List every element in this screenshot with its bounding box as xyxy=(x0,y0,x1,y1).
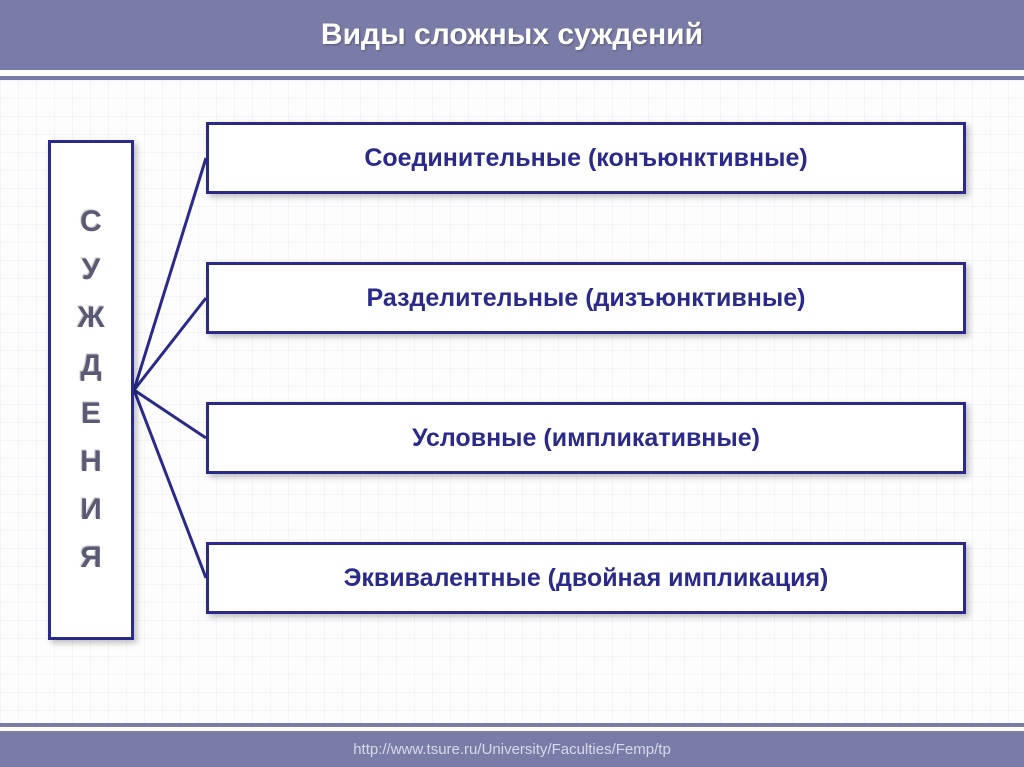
leaf-node-implicative: Условные (импликативные) xyxy=(206,402,966,474)
root-letter: Ж xyxy=(77,303,104,333)
root-letter: С xyxy=(80,207,102,237)
footer-divider xyxy=(0,723,1024,727)
connector-line xyxy=(134,298,206,390)
root-letter: У xyxy=(82,255,101,285)
leaf-label: Эквивалентные (двойная импликация) xyxy=(344,564,829,593)
leaf-label: Разделительные (дизъюнктивные) xyxy=(367,284,806,313)
header-bar: Виды сложных суждений xyxy=(0,0,1024,70)
leaf-node-equivalent: Эквивалентные (двойная импликация) xyxy=(206,542,966,614)
root-node: С У Ж Д Е Н И Я xyxy=(48,140,134,640)
leaf-node-conjunctive: Соединительные (конъюнктивные) xyxy=(206,122,966,194)
root-letter: И xyxy=(80,495,102,525)
footer-bar: http://www.tsure.ru/University/Faculties… xyxy=(0,731,1024,767)
page-title: Виды сложных суждений xyxy=(321,18,703,52)
root-letter: Е xyxy=(81,399,101,429)
connector-line xyxy=(134,158,206,390)
connector-line xyxy=(134,390,206,438)
diagram-area: С У Ж Д Е Н И Я Соединительные (конъюнкт… xyxy=(0,80,1024,727)
leaf-label: Соединительные (конъюнктивные) xyxy=(364,144,807,173)
connector-line xyxy=(134,390,206,578)
leaf-label: Условные (импликативные) xyxy=(412,424,760,453)
root-letter: Я xyxy=(80,543,102,573)
footer-url: http://www.tsure.ru/University/Faculties… xyxy=(353,741,671,758)
root-letter: Н xyxy=(80,447,102,477)
leaf-node-disjunctive: Разделительные (дизъюнктивные) xyxy=(206,262,966,334)
root-letter: Д xyxy=(80,351,101,381)
